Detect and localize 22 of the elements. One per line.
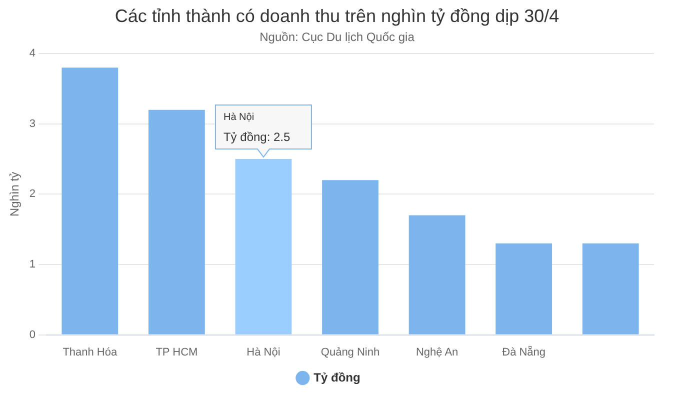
y-tick-label: 4	[29, 48, 36, 60]
y-tick-label: 1	[29, 258, 36, 271]
x-tick-label: Đà Nẵng	[502, 345, 546, 358]
x-tick-label: Quảng Ninh	[320, 346, 380, 358]
x-tick-label: Thanh Hóa	[62, 346, 118, 358]
bar	[582, 243, 639, 334]
bar	[496, 243, 552, 334]
bar	[62, 68, 118, 334]
bar	[148, 110, 205, 334]
x-tick-label: TP HCM	[156, 346, 198, 358]
chart-subtitle: Nguồn: Cục Du lịch Quốc gia	[258, 30, 416, 44]
annotation: Hà Nội Tỷ đồng: 2.5	[223, 112, 291, 144]
y-axis-title: Nghìn tỷ	[8, 172, 22, 217]
bar	[322, 180, 378, 334]
x-tick-label: Nghệ An	[416, 346, 458, 358]
y-tick-label: 2	[29, 188, 36, 200]
legend-label: Tỷ đồng	[314, 370, 360, 384]
y-tick-label: 3	[29, 118, 36, 130]
y-tick-label: 0	[29, 328, 36, 341]
chart-title: Các tỉnh thành có doanh thu trên nghìn tỷ đồng dịp 30/4	[114, 6, 560, 27]
bar	[408, 215, 466, 334]
x-tick-label: Hà Nội	[246, 346, 280, 358]
